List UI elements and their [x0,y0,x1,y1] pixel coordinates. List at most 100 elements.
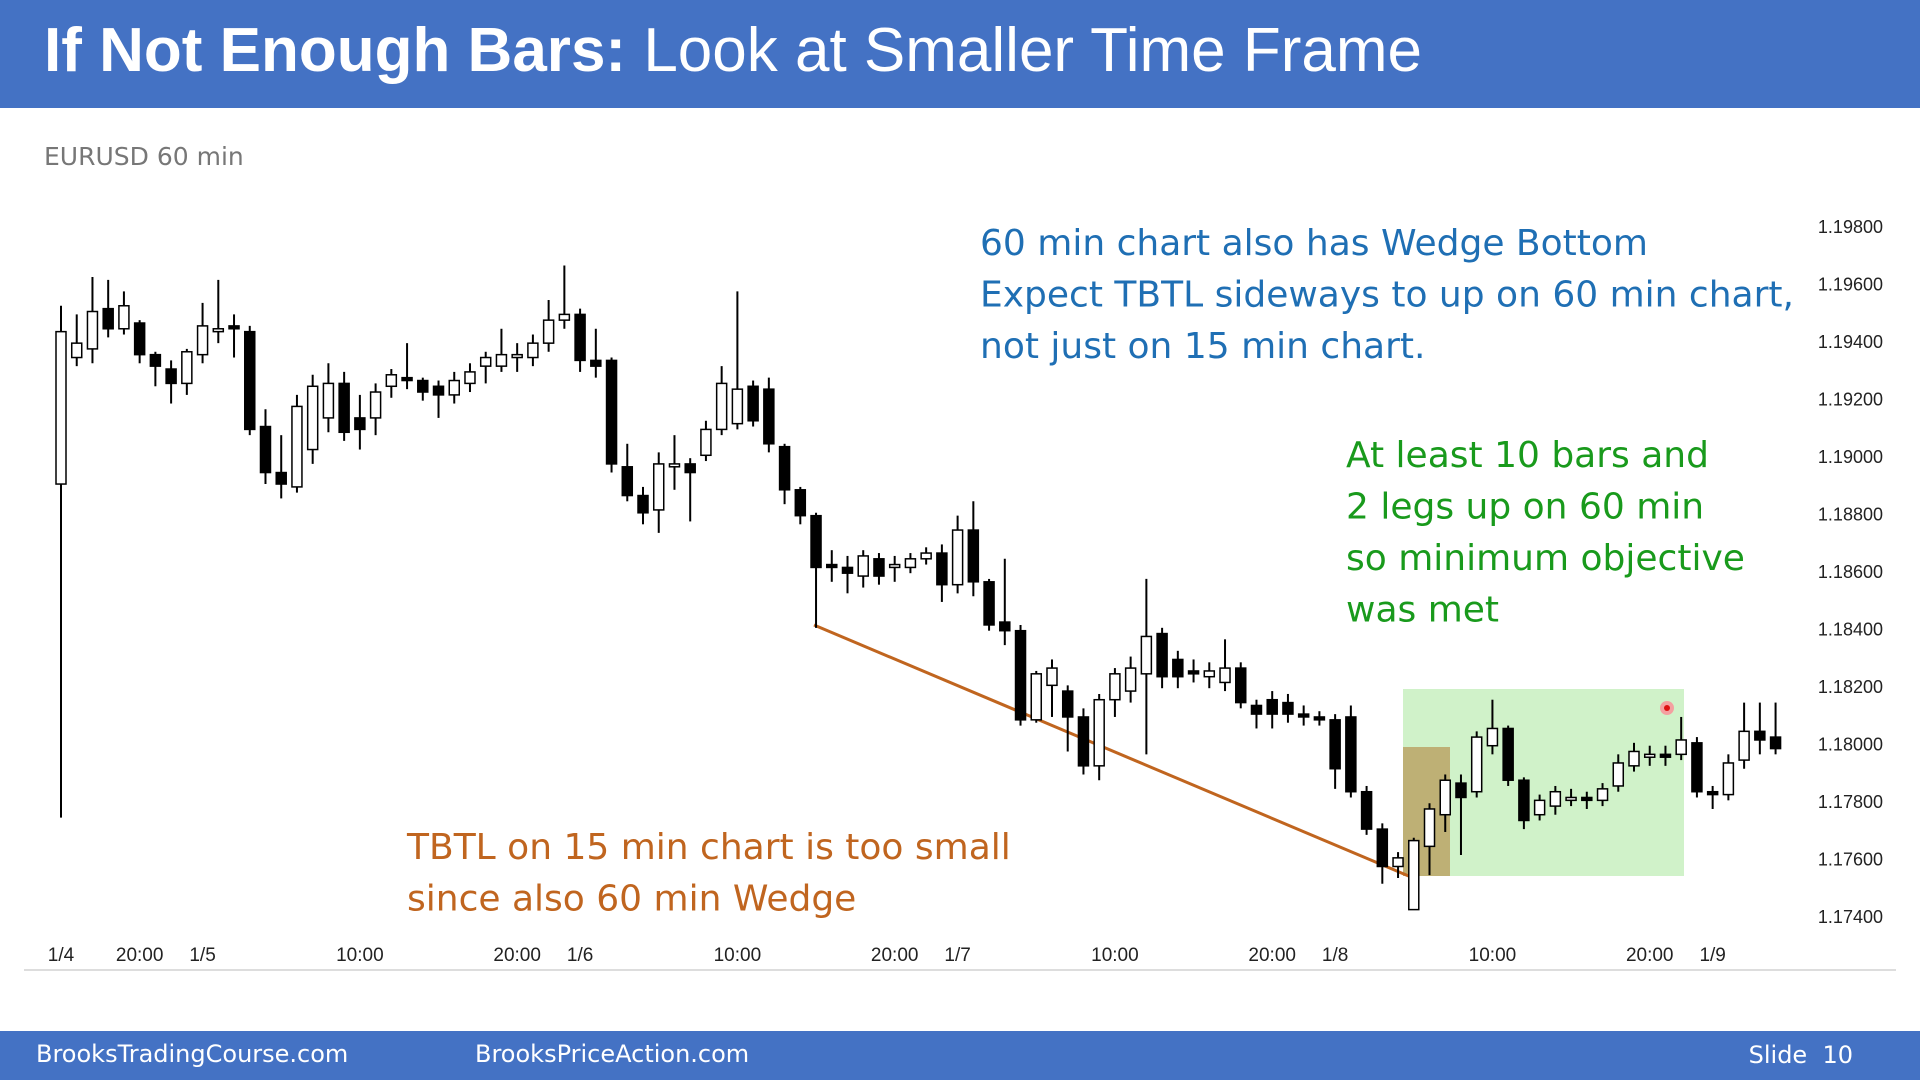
candle-body [527,342,539,359]
candle-body [1345,716,1357,793]
candle-body [432,385,445,396]
x-tick-label: 20:00 [1248,945,1296,966]
x-tick-label: 1/4 [48,945,75,966]
candle-body [165,368,177,385]
candle-body [1093,698,1105,767]
candle-body [70,342,83,359]
candle-body [118,305,130,330]
candle-body [810,514,822,569]
y-tick-label: 1.17800 [1818,792,1883,812]
candle-body [1109,673,1121,701]
candle-body [1187,670,1200,675]
candle-body [149,353,162,367]
x-tick-label: 10:00 [714,945,762,966]
candle-body [1754,730,1766,741]
candle-body [1628,750,1640,767]
candle-body [102,307,114,330]
annotation-green: so minimum objective [1346,538,1745,579]
y-tick-label: 1.18000 [1818,734,1883,754]
candle-body [1706,790,1719,796]
x-tick-label: 20:00 [493,945,541,966]
candle-body [1691,742,1703,793]
candle-body [778,445,791,491]
candle-body [196,325,209,356]
annotation-green: At least 10 bars and [1346,435,1709,476]
candle-body [133,322,146,356]
candle-body [1203,670,1216,678]
candle-body [1769,736,1782,750]
candle-body [951,529,964,586]
annotations: 60 min chart also has Wedge Bottom Expect… [406,223,1794,920]
candle-body [700,428,712,457]
x-tick-label: 10:00 [1469,945,1517,966]
candle-body [1376,828,1389,868]
candle-body [1518,779,1530,822]
candle-body [826,563,838,569]
candle-body [888,563,901,569]
candle-body [212,328,225,333]
candle-body [259,425,272,474]
annotation-green: 2 legs up on 60 min [1346,487,1704,528]
chart-title: EURUSD 60 min [44,142,244,171]
candle-body [1156,632,1168,678]
cursor-dot-center [1664,705,1670,711]
annotation-orange: since also 60 min Wedge [407,879,856,920]
candle-body [1455,782,1467,799]
y-tick-label: 1.19600 [1818,274,1883,294]
candle-body [1738,730,1750,761]
candle-body [1329,719,1341,770]
candle-body [1172,658,1184,678]
candle-body [228,325,240,330]
candle-body [1061,690,1074,718]
y-tick-label: 1.19400 [1818,332,1883,352]
candle-body [55,330,67,485]
x-tick-label: 1/5 [189,945,215,966]
candle-body [1439,779,1451,816]
candle-body [542,319,555,344]
footer-left: BrooksTradingCourse.com [36,1040,348,1068]
candle-body [464,371,476,385]
candle-body [637,494,649,514]
candle-body [1423,808,1436,848]
candle-body [181,351,193,385]
candle-body [574,313,586,362]
y-tick-label: 1.17600 [1818,849,1883,869]
candle-body [1581,796,1593,802]
candle-body [417,379,429,393]
candle-body [904,558,917,569]
annotation-green: was met [1346,590,1499,631]
candle-body [1124,667,1137,692]
candle-body [385,374,398,388]
candle-body [1235,667,1247,704]
annotation-blue: Expect TBTL sideways to up on 60 min cha… [980,275,1794,316]
title-bold: If Not Enough Bars: [44,16,626,85]
candle-body [605,359,618,465]
title-rest: Look at Smaller Time Frame [643,16,1422,85]
candle-body [652,463,665,511]
candle-body [668,463,681,468]
candle-body [1250,704,1263,715]
candle-body [621,466,634,497]
candle-body [291,405,303,488]
candle-body [495,353,508,367]
candle-body [857,555,869,577]
candle-body [1266,698,1278,715]
candle-body [794,489,807,517]
footer-right: Slide 10 [1749,1041,1853,1069]
y-tick-label: 1.18400 [1818,619,1883,639]
candle-body [1533,799,1546,816]
y-tick-label: 1.19000 [1818,447,1883,467]
candle-body [354,417,366,431]
candle-body [479,356,492,367]
candle-body [1470,736,1483,793]
candle-body [1659,753,1672,758]
x-tick-label: 20:00 [871,945,919,966]
candle-body [322,382,335,419]
candle-body [715,382,728,431]
candle-body [1219,667,1231,684]
plot: 1.19800 1.19600 1.19400 1.19200 1.19000 1.188… [48,217,1883,966]
candle-body [1502,727,1514,781]
x-tick-label: 1/8 [1322,945,1348,966]
